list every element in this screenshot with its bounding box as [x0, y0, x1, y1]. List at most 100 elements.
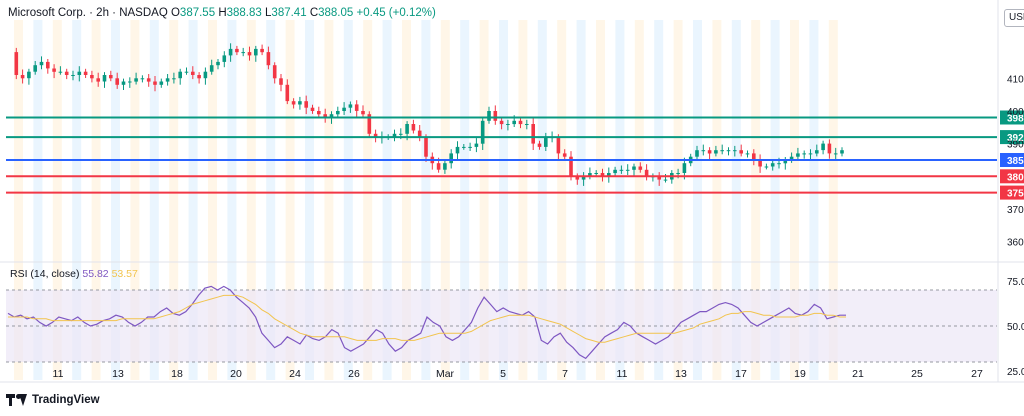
candle-body[interactable] — [556, 137, 561, 154]
candle-body[interactable] — [518, 120, 523, 125]
candle-body[interactable] — [128, 81, 132, 83]
candle-body[interactable] — [228, 48, 233, 56]
candle-body[interactable] — [657, 176, 661, 180]
candle-body[interactable] — [449, 153, 453, 164]
candle-body[interactable] — [411, 124, 416, 131]
candle-body[interactable] — [581, 176, 586, 180]
candle-body[interactable] — [39, 61, 44, 66]
candle-body[interactable] — [247, 52, 252, 56]
candle-body[interactable] — [342, 107, 346, 111]
candle-body[interactable] — [695, 150, 699, 157]
candle-body[interactable] — [96, 78, 100, 82]
candle-body[interactable] — [827, 143, 832, 154]
candle-body[interactable] — [140, 78, 145, 80]
candle-body[interactable] — [600, 173, 605, 177]
candle-body[interactable] — [833, 153, 838, 155]
candle-body[interactable] — [83, 71, 88, 75]
candle-body[interactable] — [493, 111, 498, 121]
candle-body[interactable] — [216, 61, 220, 66]
candle-body[interactable] — [770, 163, 775, 167]
candle-body[interactable] — [607, 173, 611, 177]
candle-body[interactable] — [424, 137, 428, 157]
candle-body[interactable] — [701, 150, 706, 152]
candle-body[interactable] — [468, 146, 472, 148]
candle-body[interactable] — [222, 55, 227, 62]
candle-body[interactable] — [455, 146, 460, 154]
candle-body[interactable] — [64, 71, 69, 75]
candle-body[interactable] — [348, 104, 353, 108]
candle-body[interactable] — [336, 111, 340, 115]
candle-body[interactable] — [260, 48, 264, 53]
candle-body[interactable] — [14, 52, 19, 75]
candle-body[interactable] — [134, 78, 138, 82]
candle-body[interactable] — [367, 114, 372, 134]
candle-body[interactable] — [594, 173, 598, 174]
candle-body[interactable] — [777, 163, 781, 165]
candle-body[interactable] — [752, 153, 756, 160]
candle-body[interactable] — [405, 124, 409, 134]
candle-body[interactable] — [613, 169, 617, 174]
candle-body[interactable] — [235, 48, 239, 53]
candle-body[interactable] — [33, 65, 37, 72]
candle-body[interactable] — [90, 75, 94, 79]
candle-body[interactable] — [46, 61, 50, 69]
candle-body[interactable] — [279, 78, 283, 85]
candle-body[interactable] — [241, 52, 245, 54]
candle-body[interactable] — [102, 75, 107, 82]
candle-body[interactable] — [77, 71, 82, 75]
candle-body[interactable] — [153, 81, 157, 85]
candle-body[interactable] — [165, 78, 170, 82]
candle-body[interactable] — [109, 75, 113, 79]
candle-body[interactable] — [285, 84, 290, 102]
candle-body[interactable] — [512, 120, 516, 125]
candle-body[interactable] — [172, 78, 176, 80]
candle-body[interactable] — [499, 120, 504, 125]
candle-body[interactable] — [764, 166, 769, 168]
candle-body[interactable] — [619, 169, 624, 171]
rsi-line[interactable] — [7, 285, 846, 360]
candle-body[interactable] — [638, 166, 643, 170]
candle-body[interactable] — [197, 75, 201, 79]
candle-body[interactable] — [789, 156, 794, 160]
candle-body[interactable] — [714, 150, 718, 154]
rsi-legend[interactable]: RSI (14, close) 55.82 53.57 — [10, 268, 138, 280]
candle-body[interactable] — [71, 75, 75, 76]
candle-body[interactable] — [840, 150, 844, 154]
candle-body[interactable] — [392, 133, 397, 138]
candle-body[interactable] — [676, 173, 680, 174]
candle-body[interactable] — [254, 48, 258, 56]
candle-body[interactable] — [121, 81, 126, 85]
candle-body[interactable] — [317, 111, 321, 115]
candle-body[interactable] — [203, 71, 208, 79]
candle-body[interactable] — [417, 130, 422, 138]
candle-body[interactable] — [739, 150, 743, 154]
candle-body[interactable] — [462, 146, 466, 148]
candle-body[interactable] — [361, 111, 365, 115]
candle-body[interactable] — [506, 124, 510, 125]
candle-body[interactable] — [209, 65, 214, 72]
candle-body[interactable] — [115, 78, 119, 85]
candle-body[interactable] — [178, 71, 182, 79]
candle-body[interactable] — [733, 150, 737, 152]
candle-body[interactable] — [625, 169, 630, 171]
candle-body[interactable] — [531, 124, 535, 144]
candle-body[interactable] — [399, 133, 403, 135]
candle-body[interactable] — [310, 107, 315, 111]
candle-body[interactable] — [329, 114, 334, 118]
candle-body[interactable] — [184, 71, 189, 73]
candle-body[interactable] — [443, 163, 447, 170]
candle-body[interactable] — [58, 71, 63, 73]
candle-body[interactable] — [52, 68, 56, 72]
candle-body[interactable] — [474, 143, 479, 147]
candle-body[interactable] — [758, 160, 762, 167]
candle-body[interactable] — [27, 71, 31, 79]
candle-body[interactable] — [562, 153, 567, 157]
candle-body[interactable] — [354, 104, 359, 111]
candle-body[interactable] — [745, 153, 750, 155]
candle-body[interactable] — [644, 169, 649, 177]
candle-body[interactable] — [537, 143, 542, 147]
candle-body[interactable] — [815, 150, 819, 154]
candle-body[interactable] — [575, 176, 580, 180]
candle-body[interactable] — [588, 173, 592, 177]
